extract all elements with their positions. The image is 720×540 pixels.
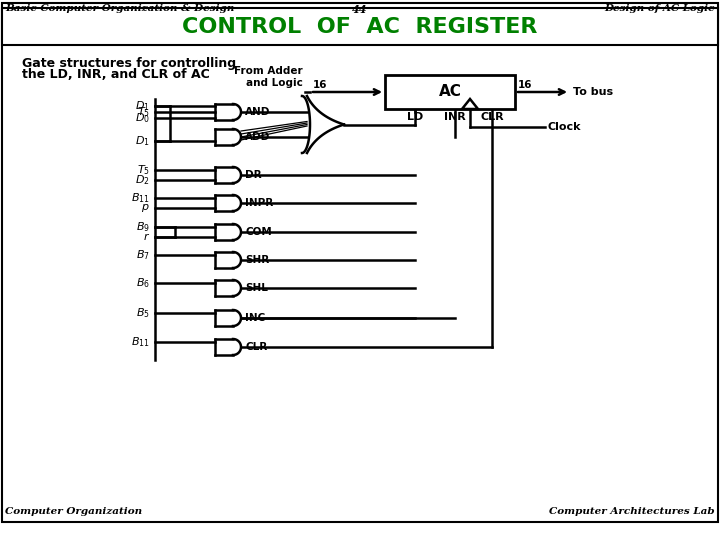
Text: $B_{11}$: $B_{11}$: [131, 335, 150, 349]
Text: COM: COM: [245, 227, 271, 237]
Text: CLR: CLR: [480, 112, 504, 122]
Text: INPR: INPR: [245, 198, 274, 208]
Text: $D_1$: $D_1$: [135, 99, 150, 113]
Text: $r$: $r$: [143, 232, 150, 242]
Text: Basic Computer Organization & Design: Basic Computer Organization & Design: [5, 4, 235, 13]
Polygon shape: [462, 99, 478, 109]
Text: AC: AC: [438, 84, 462, 99]
Text: $T_5$: $T_5$: [137, 163, 150, 177]
Text: Clock: Clock: [548, 122, 582, 132]
Bar: [385, 75, 515, 109]
Text: 44: 44: [352, 4, 368, 15]
Text: DR: DR: [245, 170, 261, 180]
Text: $B_7$: $B_7$: [136, 248, 150, 262]
Text: AND: AND: [245, 107, 271, 117]
Text: $D_0$: $D_0$: [135, 111, 150, 125]
Text: Design of AC Logic: Design of AC Logic: [605, 4, 715, 13]
Text: $D_1$: $D_1$: [135, 134, 150, 148]
Text: LD: LD: [407, 112, 423, 122]
Text: CONTROL  OF  AC  REGISTER: CONTROL OF AC REGISTER: [182, 17, 538, 37]
Text: CLR: CLR: [245, 342, 267, 352]
Text: $B_{11}$: $B_{11}$: [131, 191, 150, 205]
Text: Computer Organization: Computer Organization: [5, 507, 142, 516]
Text: $B_5$: $B_5$: [136, 306, 150, 320]
Text: 16: 16: [518, 80, 533, 90]
Text: To bus: To bus: [573, 87, 613, 97]
Text: ADD: ADD: [245, 132, 270, 142]
Text: INR: INR: [444, 112, 466, 122]
Text: SHL: SHL: [245, 283, 268, 293]
Text: From Adder
and Logic: From Adder and Logic: [235, 66, 303, 88]
Text: Gate structures for controlling: Gate structures for controlling: [22, 57, 236, 70]
Text: $p$: $p$: [141, 202, 150, 214]
Text: $B_9$: $B_9$: [136, 220, 150, 234]
Text: SHR: SHR: [245, 255, 269, 265]
Text: Computer Architectures Lab: Computer Architectures Lab: [549, 507, 715, 516]
Text: 16: 16: [313, 80, 328, 90]
Text: INC: INC: [245, 313, 265, 323]
Text: $D_2$: $D_2$: [135, 173, 150, 187]
Text: the LD, INR, and CLR of AC: the LD, INR, and CLR of AC: [22, 68, 210, 81]
Text: $T_5$: $T_5$: [137, 105, 150, 119]
Bar: [2, 8, 718, 45]
Text: $B_6$: $B_6$: [136, 276, 150, 290]
